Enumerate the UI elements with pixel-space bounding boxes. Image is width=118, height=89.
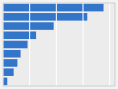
plot-area <box>3 3 115 86</box>
grid-line <box>56 3 57 86</box>
bars <box>3 4 104 85</box>
bar <box>3 59 17 67</box>
grid-line <box>29 3 30 86</box>
grid-line <box>109 3 110 86</box>
bar <box>3 78 7 86</box>
bar <box>3 41 28 49</box>
bar <box>3 68 14 76</box>
grid-line <box>83 3 84 86</box>
chart <box>0 0 118 89</box>
grid <box>3 3 110 86</box>
plot-frame <box>3 3 115 86</box>
bar <box>3 4 104 12</box>
bar <box>3 31 36 39</box>
bar <box>3 13 87 21</box>
bar <box>3 50 21 58</box>
bar <box>3 22 54 30</box>
